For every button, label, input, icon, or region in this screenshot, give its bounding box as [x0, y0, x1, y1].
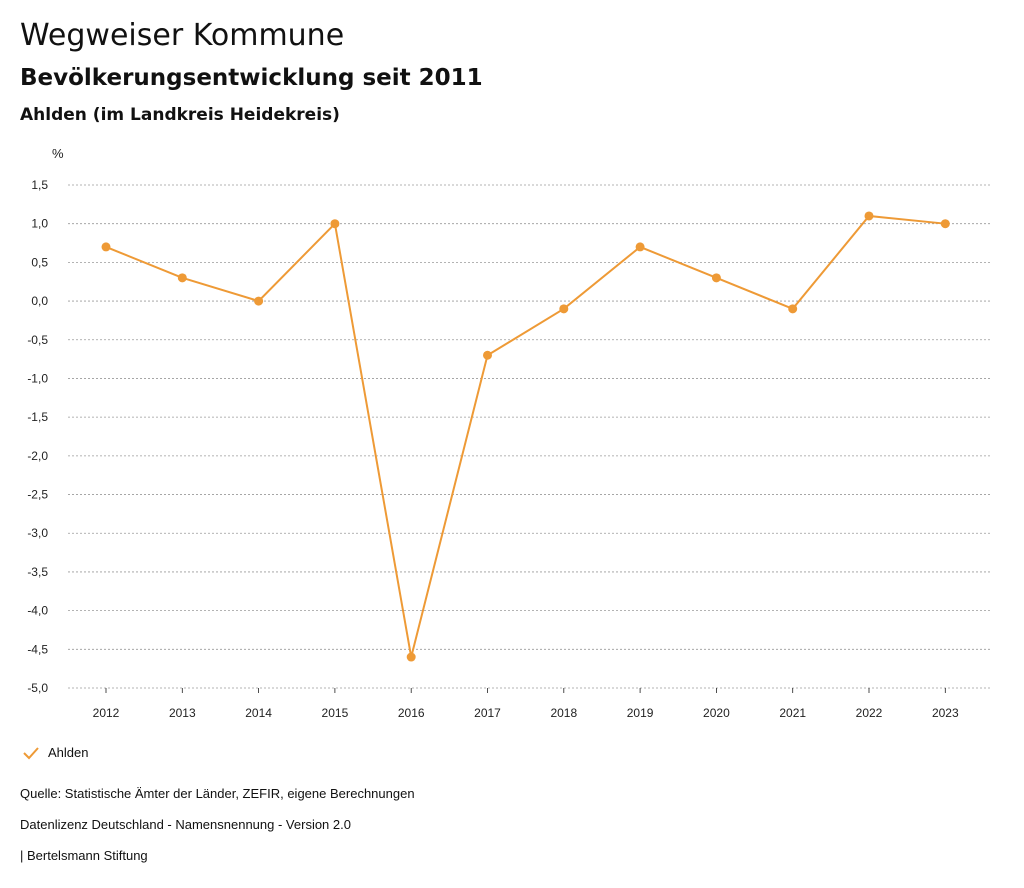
y-tick-label: -1,5: [27, 410, 48, 424]
license-note: Datenlizenz Deutschland - Namensnennung …: [20, 817, 351, 832]
data-point[interactable]: [940, 219, 950, 229]
y-tick-label: -2,5: [27, 488, 48, 502]
data-point[interactable]: [788, 304, 798, 314]
y-tick-label: 1,0: [31, 217, 48, 231]
data-points: [101, 211, 950, 662]
data-point[interactable]: [254, 296, 264, 306]
data-point[interactable]: [177, 273, 187, 283]
x-tick-labels: 2012 2013 2014 2015 2016 2017 2018 2019 2020 2021…: [93, 688, 959, 720]
y-tick-label: -3,5: [27, 565, 48, 579]
y-tick-label: -4,5: [27, 642, 48, 656]
y-tick-label: 1,5: [31, 178, 48, 192]
y-tick-label: -5,0: [27, 681, 48, 695]
x-tick-label: 2016: [398, 706, 425, 720]
grid-lines: [68, 184, 990, 689]
y-tick-label: 0,5: [31, 255, 48, 269]
x-tick-label: 2022: [856, 706, 883, 720]
line-chart: 1,5 1,0 0,5 0,0 -0,5 -1,0 -1,5 -2,0 -2,5 -3,0 -3,5…: [27, 146, 990, 720]
data-point[interactable]: [330, 219, 340, 229]
legend-label-ahlden: Ahlden: [48, 745, 89, 760]
x-tick-label: 2014: [245, 706, 272, 720]
series-line-ahlden: [105, 214, 946, 658]
y-tick-label: 0,0: [31, 294, 48, 308]
x-tick-label: 2017: [474, 706, 501, 720]
y-tick-labels: 1,5 1,0 0,5 0,0 -0,5 -1,0 -1,5 -2,0 -2,5 -3,0 -3,5…: [27, 178, 48, 695]
data-point[interactable]: [635, 242, 645, 252]
data-point[interactable]: [711, 273, 721, 283]
x-tick-label: 2019: [627, 706, 654, 720]
x-tick-label: 2018: [550, 706, 577, 720]
chart-subtitle: Bevölkerungsentwicklung seit 2011: [20, 65, 483, 91]
y-tick-label: -1,0: [27, 371, 48, 385]
y-tick-label: -2,0: [27, 449, 48, 463]
data-point[interactable]: [101, 242, 111, 252]
legend[interactable]: Ahlden: [22, 745, 88, 760]
page-title: Wegweiser Kommune: [20, 18, 345, 53]
data-point[interactable]: [483, 350, 492, 360]
y-axis-unit-label: %: [52, 146, 64, 161]
x-tick-label: 2013: [169, 706, 196, 720]
data-point[interactable]: [864, 211, 874, 221]
source-note: Quelle: Statistische Ämter der Länder, Z…: [20, 786, 415, 801]
data-point[interactable]: [406, 652, 416, 662]
y-tick-label: -4,0: [27, 604, 48, 618]
data-point[interactable]: [559, 304, 569, 314]
region-label: Ahlden (im Landkreis Heidekreis): [20, 105, 340, 125]
x-tick-label: 2012: [93, 706, 120, 720]
y-tick-label: -0,5: [27, 333, 48, 347]
y-tick-label: -3,0: [27, 526, 48, 540]
x-tick-label: 2020: [703, 706, 730, 720]
x-tick-label: 2023: [932, 706, 959, 720]
x-tick-label: 2021: [779, 706, 806, 720]
checkmark-icon: [23, 746, 39, 759]
credit-note: | Bertelsmann Stiftung: [20, 848, 148, 863]
x-tick-label: 2015: [322, 706, 349, 720]
